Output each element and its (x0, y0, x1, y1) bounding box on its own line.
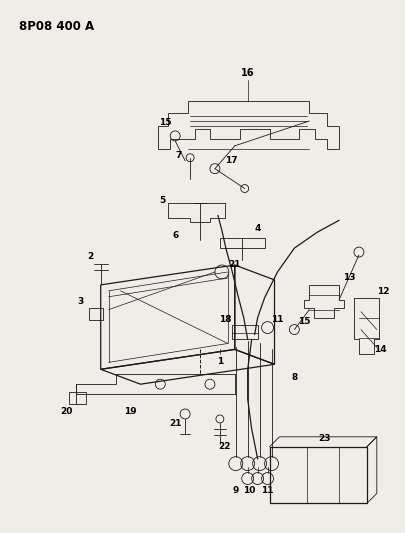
Text: 3: 3 (77, 297, 84, 306)
Text: 6: 6 (172, 231, 178, 240)
Text: 11: 11 (261, 486, 273, 495)
Text: 2: 2 (87, 252, 94, 261)
Text: 16: 16 (240, 68, 254, 78)
Text: 5: 5 (159, 196, 165, 205)
Text: 1: 1 (216, 357, 222, 366)
Text: 23: 23 (317, 434, 330, 443)
Text: 8: 8 (290, 373, 297, 382)
Text: 12: 12 (377, 287, 389, 296)
Text: 22: 22 (218, 442, 230, 451)
Text: 18: 18 (218, 315, 230, 324)
Text: 7: 7 (175, 151, 181, 160)
Text: 15: 15 (159, 118, 171, 127)
Text: 21: 21 (228, 260, 241, 269)
Text: 8P08 400 A: 8P08 400 A (19, 20, 94, 33)
Text: 14: 14 (373, 345, 386, 354)
Text: 20: 20 (60, 408, 72, 416)
Text: 15: 15 (297, 317, 310, 326)
Text: 9: 9 (232, 486, 239, 495)
Text: 4: 4 (254, 224, 260, 233)
Text: 19: 19 (124, 408, 136, 416)
Text: 21: 21 (168, 419, 181, 429)
Text: 17: 17 (225, 156, 237, 165)
Text: 10: 10 (243, 486, 255, 495)
Text: 11: 11 (271, 315, 283, 324)
Text: 13: 13 (342, 273, 354, 282)
